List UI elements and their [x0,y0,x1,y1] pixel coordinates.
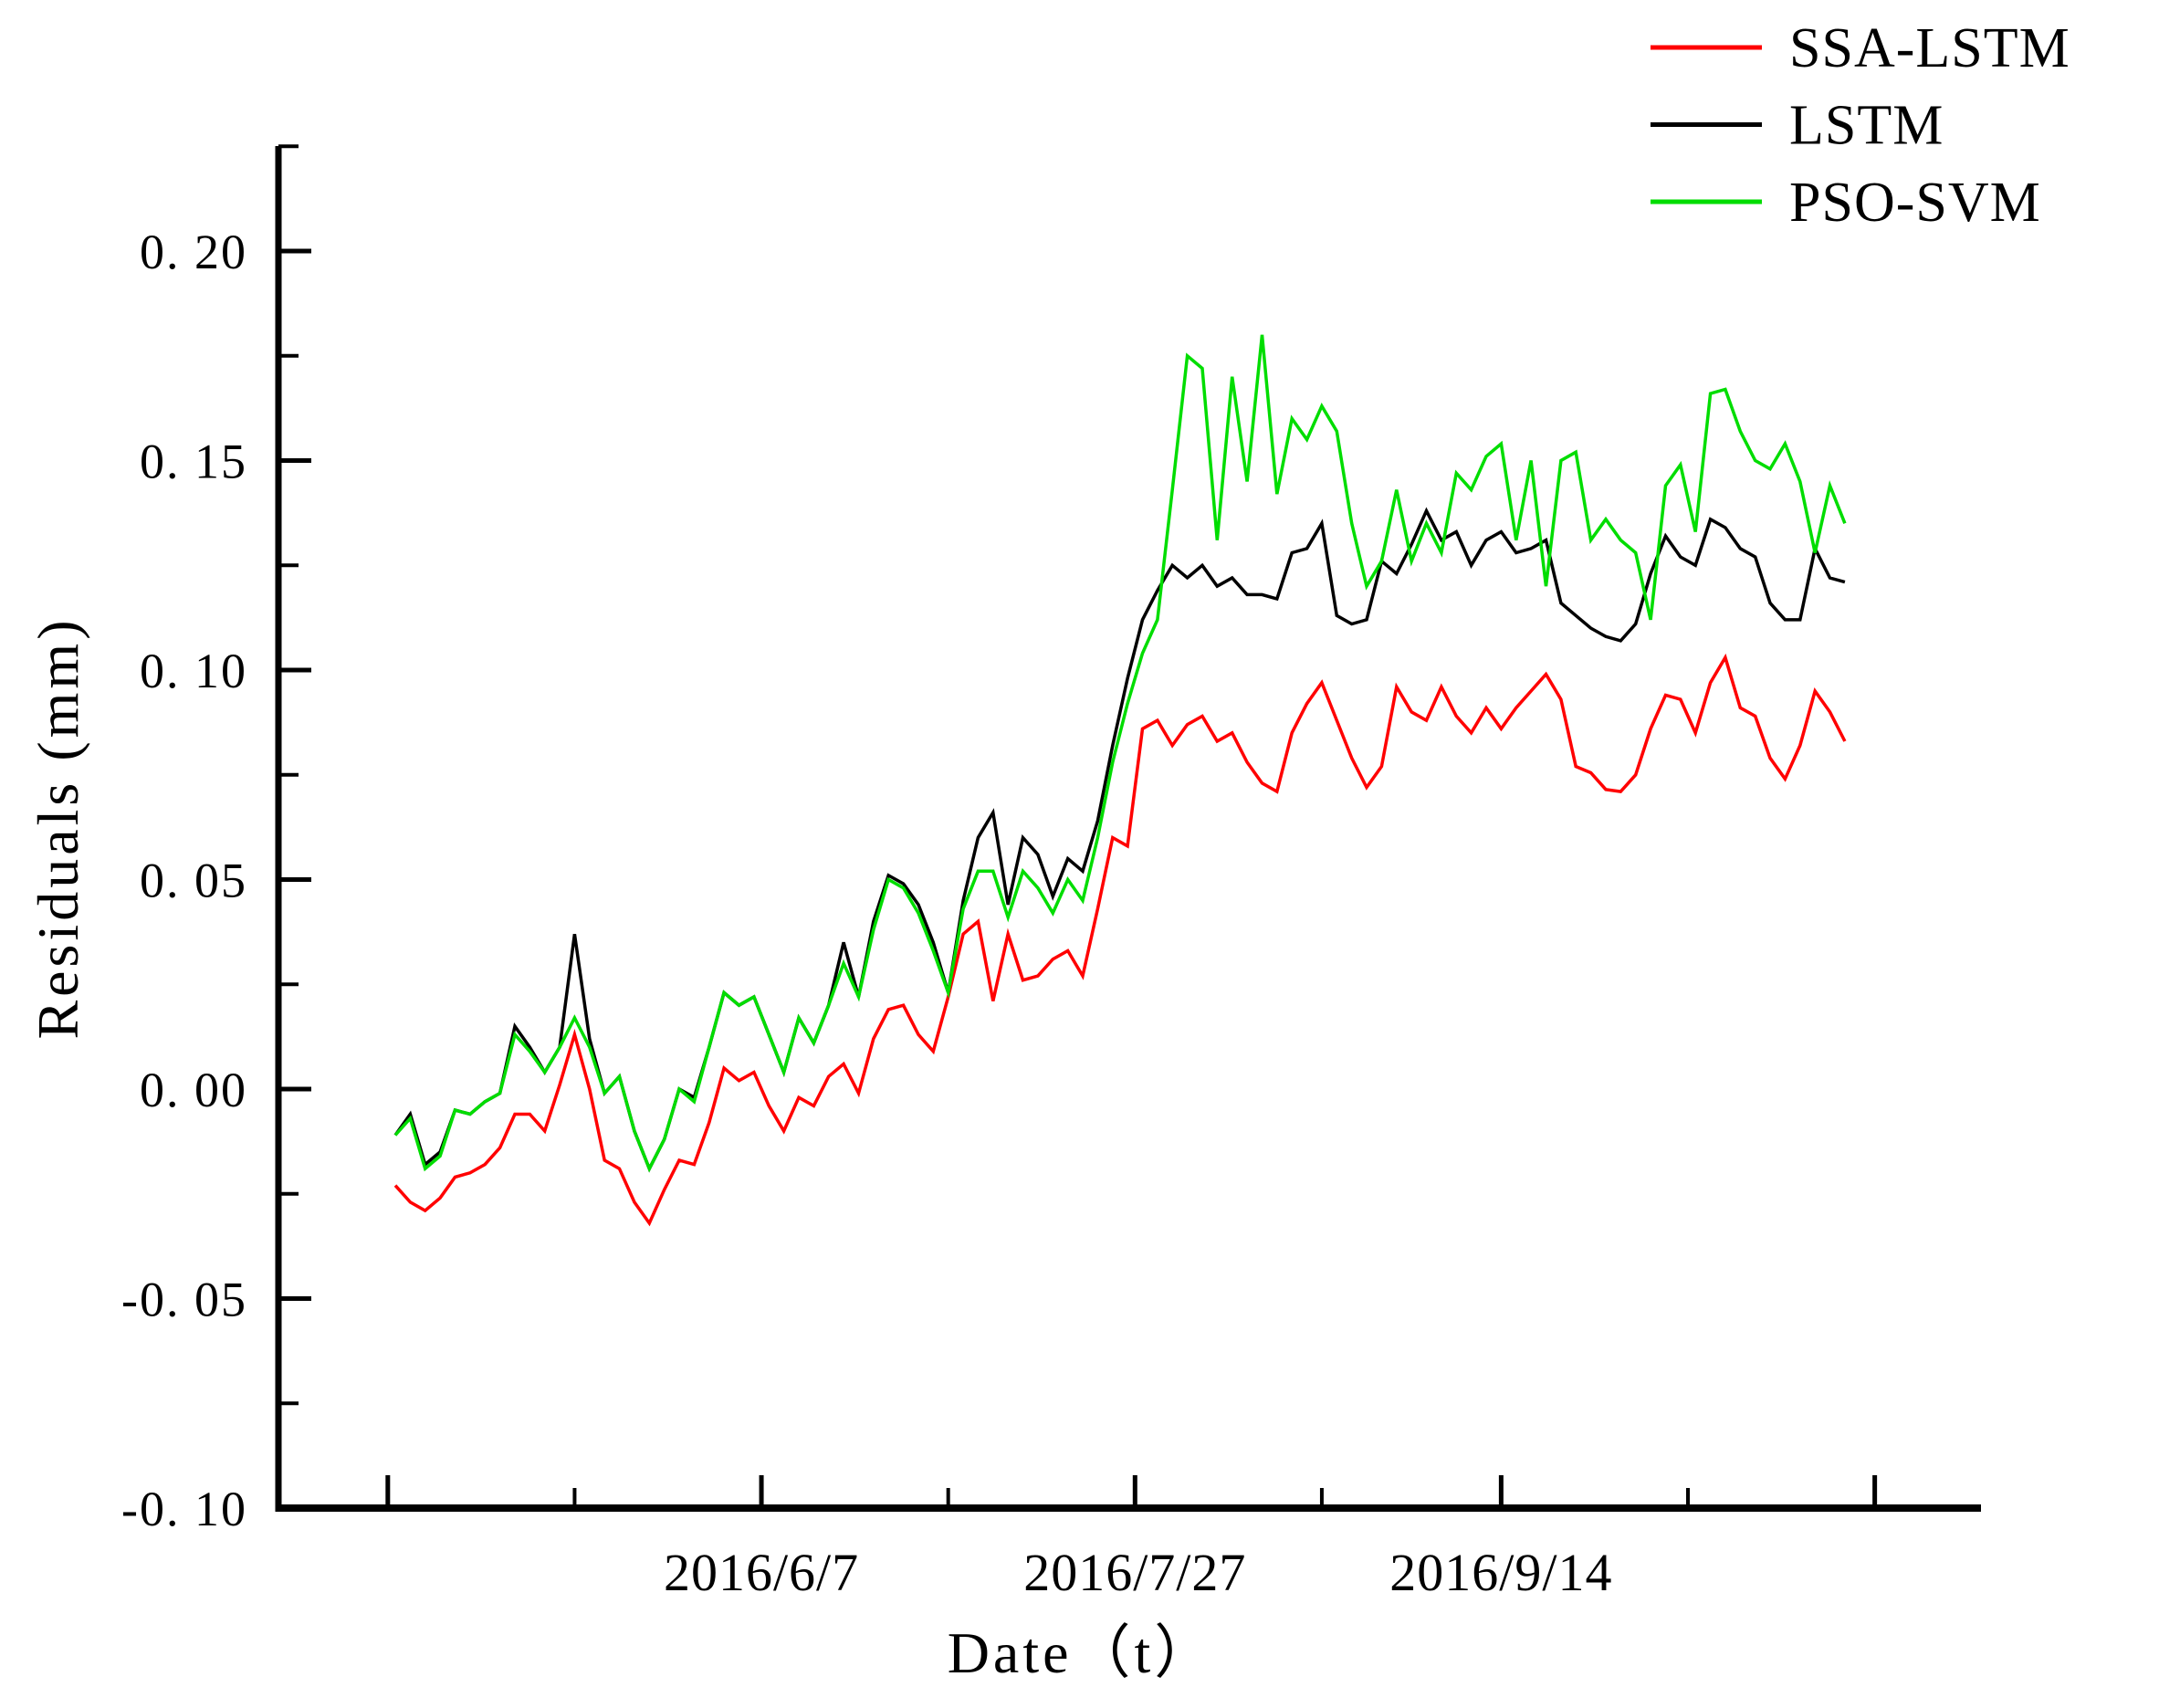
y-tick-label: 0. 20 [140,225,247,279]
legend-item-ssa-lstm: SSA-LSTM [1651,17,2070,79]
y-tick-label: 0. 15 [140,435,247,489]
series-line-lstm [393,507,1846,1173]
x-tick-label: 2016/6/7 [664,1543,859,1602]
y-tick-label: -0. 05 [121,1273,247,1327]
legend: SSA-LSTM LSTM PSO-SVM [1651,17,2070,234]
legend-label: LSTM [1789,95,1944,157]
axes: 0. 20 0. 15 0. 10 0. 05 0. 00 -0. 05 -0. 10 201… [121,144,1981,1602]
legend-label: PSO-SVM [1789,172,2041,234]
data-series [393,334,1847,1227]
legend-item-pso-svm: PSO-SVM [1651,172,2041,234]
legend-item-lstm: LSTM [1651,95,1944,157]
series-line-ssa-lstm [393,653,1847,1227]
x-axis-title: Date（t） [948,1620,1217,1685]
y-tick-label: 0. 05 [140,854,247,908]
y-axis-title: Residuals (mm) [26,616,90,1039]
y-tick-label: 0. 10 [140,644,247,698]
x-tick-label: 2016/9/14 [1389,1543,1612,1602]
series-line-pso-svm [393,334,1847,1173]
legend-label: SSA-LSTM [1789,17,2070,79]
y-tick-label: -0. 10 [121,1482,247,1536]
y-tick-label: 0. 00 [140,1063,247,1117]
x-tick-label: 2016/7/27 [1023,1543,1246,1602]
